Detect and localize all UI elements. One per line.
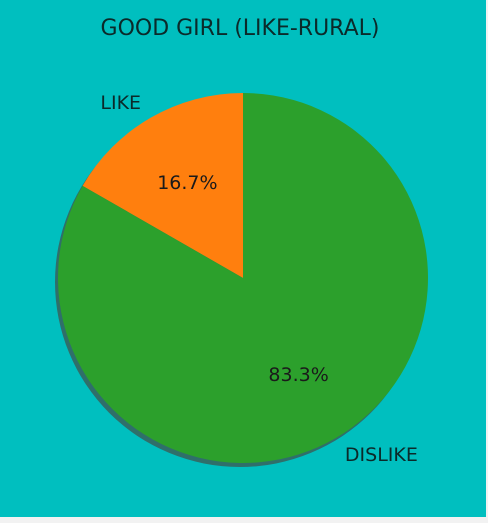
pie-labels: LIKE 16.7% DISLIKE 83.3% bbox=[100, 92, 417, 466]
pie-slice-dislike bbox=[57, 93, 428, 463]
slice-label-like: LIKE bbox=[100, 92, 141, 114]
pie-slices bbox=[55, 93, 428, 467]
pie-slice-like bbox=[82, 93, 243, 278]
pie-chart: GOOD GIRL (LIKE-RURAL) LIKE 16.7% DISLIKE 8… bbox=[55, 16, 428, 467]
slice-label-dislike: DISLIKE bbox=[345, 444, 418, 466]
pct-label-like: 16.7% bbox=[157, 172, 217, 194]
chart-title: GOOD GIRL (LIKE-RURAL) bbox=[101, 16, 380, 41]
pct-label-dislike: 83.3% bbox=[268, 364, 328, 386]
